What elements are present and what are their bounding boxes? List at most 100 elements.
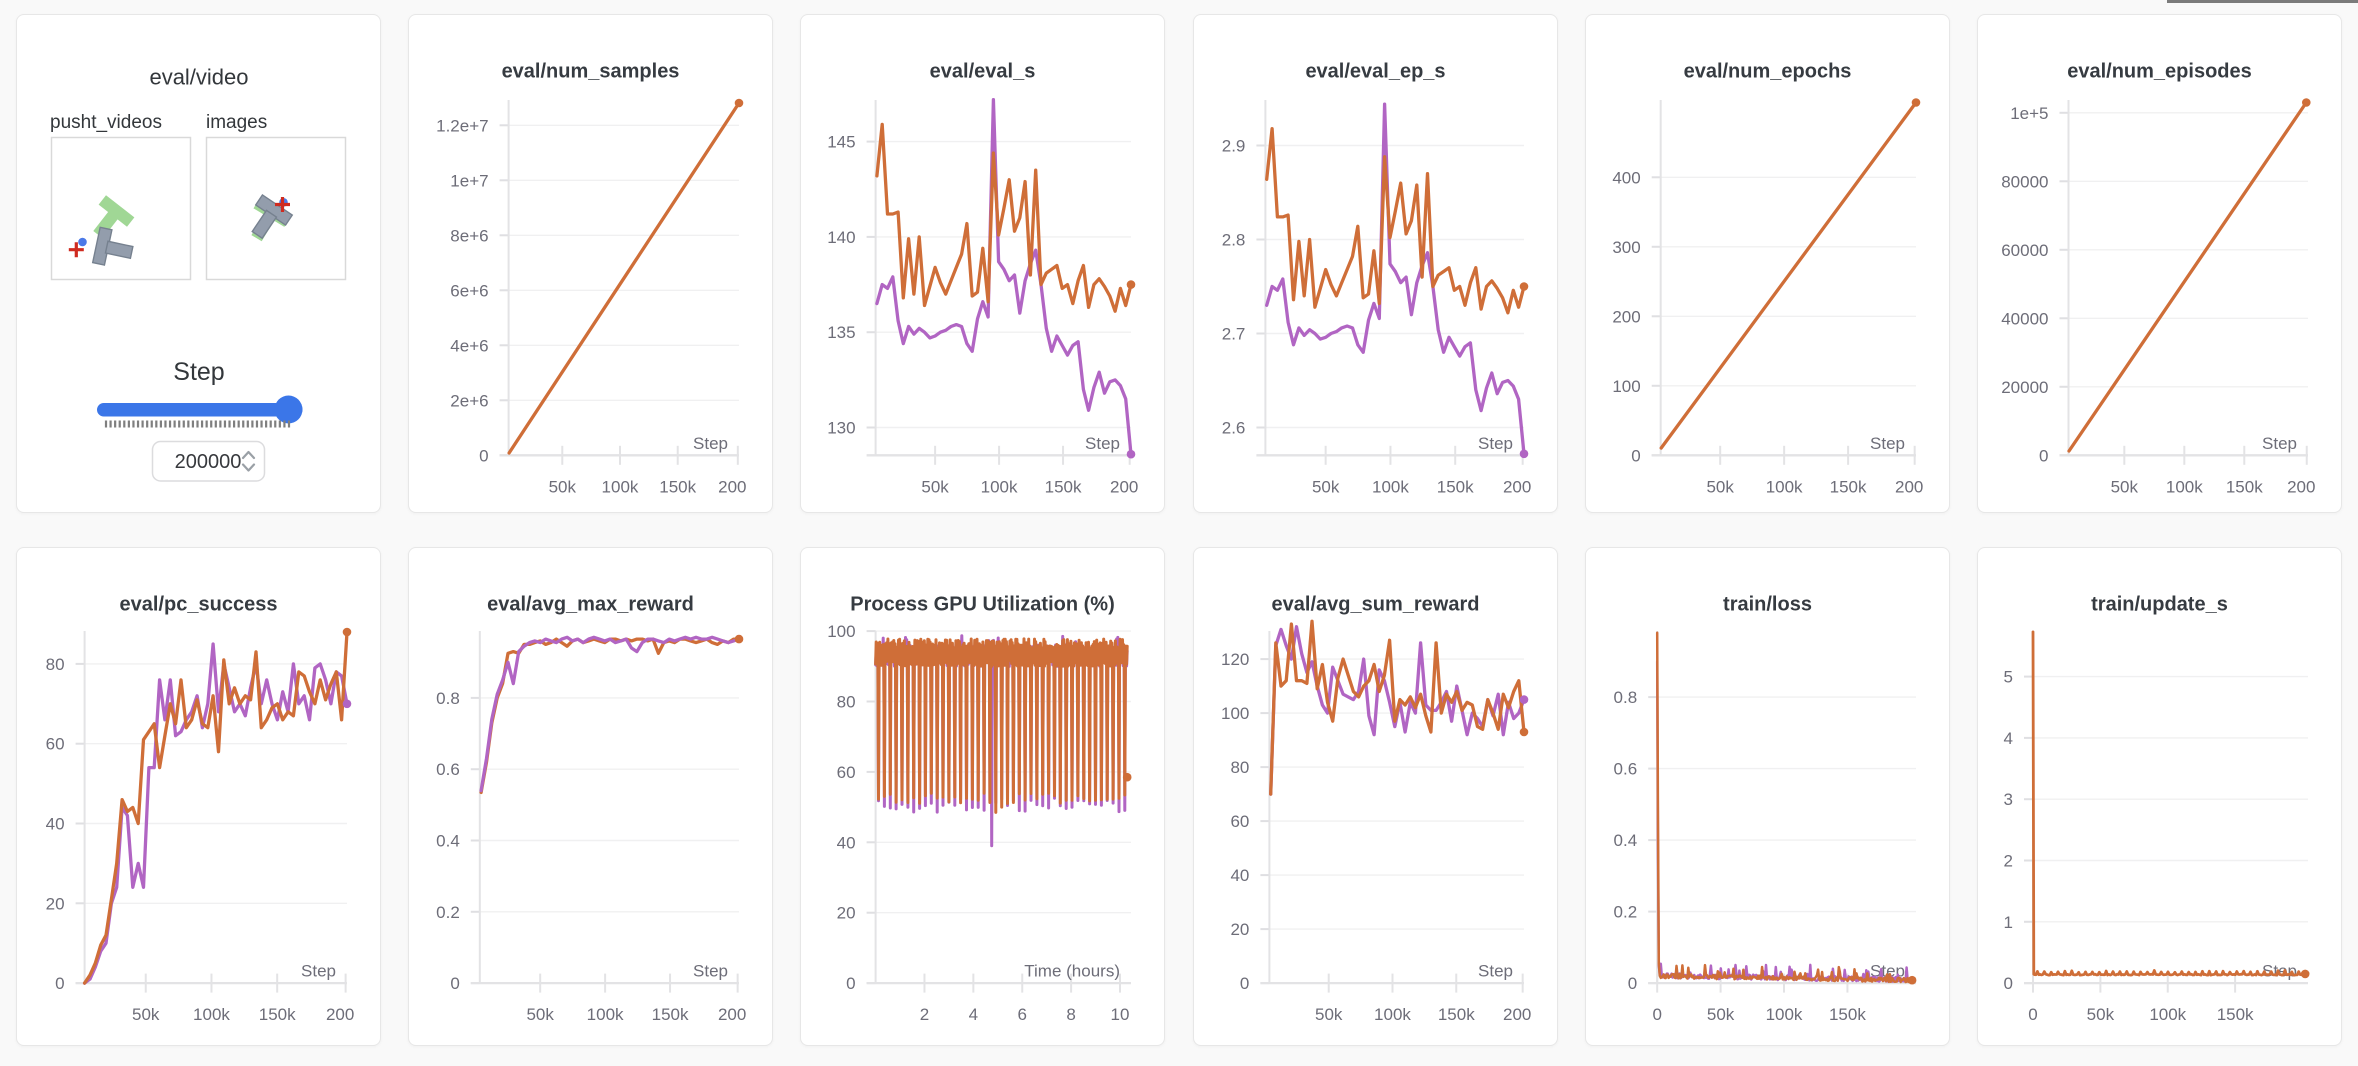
svg-text:0: 0 (1631, 446, 1640, 465)
svg-text:1: 1 (2004, 913, 2013, 932)
svg-text:0: 0 (1652, 1005, 1661, 1024)
svg-text:8e+6: 8e+6 (450, 226, 488, 245)
svg-text:100k: 100k (1765, 477, 1802, 496)
svg-text:150k: 150k (1437, 1005, 1474, 1024)
svg-text:200: 200 (2287, 477, 2315, 496)
svg-text:50k: 50k (2087, 1005, 2115, 1024)
svg-text:0.2: 0.2 (436, 903, 460, 922)
svg-text:200000: 200000 (175, 451, 242, 473)
svg-text:20: 20 (837, 904, 856, 923)
svg-text:20000: 20000 (2001, 378, 2048, 397)
svg-text:4: 4 (969, 1005, 978, 1024)
svg-text:400: 400 (1612, 168, 1640, 187)
svg-text:Process GPU Utilization (%): Process GPU Utilization (%) (851, 594, 1116, 616)
svg-text:6: 6 (1018, 1005, 1027, 1024)
svg-text:Time (hours): Time (hours) (1025, 962, 1121, 981)
svg-text:60: 60 (1230, 812, 1249, 831)
svg-text:0: 0 (55, 974, 64, 993)
svg-text:40: 40 (1230, 866, 1249, 885)
svg-text:images: images (206, 112, 267, 133)
svg-text:0.4: 0.4 (436, 832, 460, 851)
svg-text:145: 145 (828, 133, 856, 152)
svg-text:200: 200 (1612, 307, 1640, 326)
svg-text:40000: 40000 (2001, 309, 2048, 328)
svg-text:100k: 100k (981, 477, 1018, 496)
svg-text:50k: 50k (1706, 477, 1734, 496)
svg-text:60000: 60000 (2001, 241, 2048, 260)
svg-text:Step: Step (301, 962, 336, 981)
svg-text:Step: Step (693, 434, 728, 453)
svg-text:8: 8 (1067, 1005, 1076, 1024)
svg-text:120: 120 (1221, 650, 1249, 669)
svg-text:200: 200 (718, 477, 746, 496)
svg-text:200: 200 (1895, 477, 1923, 496)
svg-text:20: 20 (46, 894, 65, 913)
svg-text:0: 0 (1628, 974, 1637, 993)
svg-text:150k: 150k (659, 477, 696, 496)
svg-text:0: 0 (451, 974, 460, 993)
svg-text:100k: 100k (1372, 477, 1409, 496)
svg-text:eval/pc_success: eval/pc_success (120, 594, 278, 616)
svg-text:10: 10 (1111, 1005, 1130, 1024)
svg-text:100k: 100k (1765, 1005, 1802, 1024)
svg-text:300: 300 (1612, 238, 1640, 257)
svg-text:eval/avg_sum_reward: eval/avg_sum_reward (1271, 594, 1479, 616)
svg-text:100: 100 (1612, 377, 1640, 396)
svg-text:Step: Step (693, 962, 728, 981)
svg-text:0: 0 (2004, 974, 2013, 993)
svg-text:0.8: 0.8 (436, 689, 460, 708)
svg-text:150k: 150k (1045, 477, 1082, 496)
svg-text:80: 80 (837, 693, 856, 712)
svg-text:40: 40 (837, 833, 856, 852)
svg-text:5: 5 (2004, 668, 2013, 687)
svg-text:80000: 80000 (2001, 172, 2048, 191)
svg-text:0.6: 0.6 (1613, 760, 1637, 779)
svg-text:Step: Step (2262, 434, 2297, 453)
svg-text:eval/num_epochs: eval/num_epochs (1683, 61, 1851, 83)
svg-text:130: 130 (828, 419, 856, 438)
svg-text:eval/num_samples: eval/num_samples (502, 61, 680, 83)
svg-text:2: 2 (2004, 852, 2013, 871)
svg-text:80: 80 (1230, 758, 1249, 777)
svg-text:80: 80 (46, 655, 65, 674)
svg-text:100: 100 (1221, 704, 1249, 723)
svg-text:1e+7: 1e+7 (450, 171, 488, 190)
svg-text:150k: 150k (652, 1005, 689, 1024)
svg-text:100k: 100k (2166, 477, 2203, 496)
svg-text:60: 60 (837, 763, 856, 782)
svg-text:2.6: 2.6 (1221, 419, 1245, 438)
svg-text:100: 100 (828, 622, 856, 641)
svg-text:1.2e+7: 1.2e+7 (436, 116, 488, 135)
svg-text:6e+6: 6e+6 (450, 281, 488, 300)
svg-text:40: 40 (46, 815, 65, 834)
svg-text:50k: 50k (922, 477, 950, 496)
svg-text:Step: Step (1870, 434, 1905, 453)
svg-text:eval/video: eval/video (149, 65, 248, 90)
svg-text:0: 0 (1240, 974, 1249, 993)
svg-text:eval/num_episodes: eval/num_episodes (2067, 61, 2252, 83)
svg-text:train/loss: train/loss (1723, 594, 1812, 616)
svg-text:0.6: 0.6 (436, 760, 460, 779)
svg-text:eval/avg_max_reward: eval/avg_max_reward (487, 594, 694, 616)
svg-text:2e+6: 2e+6 (450, 391, 488, 410)
svg-text:200: 200 (1503, 477, 1531, 496)
svg-text:100k: 100k (587, 1005, 624, 1024)
svg-text:Step: Step (1478, 434, 1513, 453)
svg-text:150k: 150k (1436, 477, 1473, 496)
svg-text:0: 0 (479, 446, 488, 465)
svg-text:2.8: 2.8 (1221, 231, 1245, 250)
svg-text:50k: 50k (527, 1005, 555, 1024)
svg-text:50k: 50k (2111, 477, 2139, 496)
svg-text:50k: 50k (1312, 477, 1340, 496)
svg-text:pusht_videos: pusht_videos (50, 112, 162, 133)
svg-text:0.2: 0.2 (1613, 903, 1637, 922)
svg-text:Step: Step (173, 358, 224, 386)
svg-text:train/update_s: train/update_s (2091, 594, 2228, 616)
svg-text:60: 60 (46, 735, 65, 754)
svg-text:1e+5: 1e+5 (2010, 104, 2048, 123)
svg-text:150k: 150k (1829, 1005, 1866, 1024)
svg-text:100k: 100k (2149, 1005, 2186, 1024)
svg-text:Step: Step (1478, 962, 1513, 981)
svg-text:50k: 50k (1707, 1005, 1735, 1024)
svg-text:150k: 150k (259, 1005, 296, 1024)
